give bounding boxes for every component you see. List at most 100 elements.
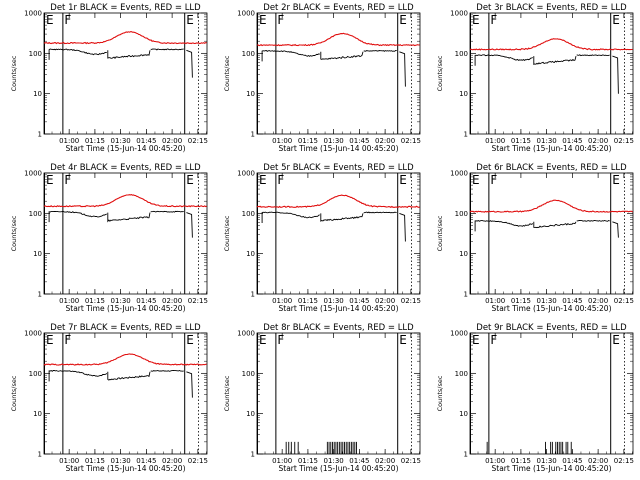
interval-marker-label: F	[64, 173, 71, 187]
x-tick-label: 01:00	[272, 297, 292, 305]
events-series-tail	[399, 212, 406, 242]
y-tick-label: 10	[246, 250, 255, 258]
y-tick-label: 1000	[450, 330, 468, 338]
x-tick-label: 01:15	[298, 297, 318, 305]
x-tick-label: 01:00	[485, 297, 505, 305]
y-tick-label: 100	[455, 370, 468, 378]
y-tick-label: 10	[33, 250, 42, 258]
x-tick-label: 01:00	[485, 457, 505, 465]
interval-marker-label: F	[277, 173, 284, 187]
y-tick-label: 1	[464, 451, 468, 459]
x-tick-label: 01:30	[324, 137, 344, 145]
events-series-line	[320, 51, 364, 60]
x-axis-label: Start Time (15-Jun-14 00:45:20)	[66, 464, 186, 473]
x-tick-label: 01:15	[85, 297, 105, 305]
y-tick-label: 1000	[450, 170, 468, 178]
detector-panel-1: Det 1r BLACK = Events, RED = LLD 1 10 100 10…	[10, 3, 208, 153]
detector-panel-6: Det 6r BLACK = Events, RED = LLD 1 10 100 10…	[436, 163, 634, 313]
y-tick-label: 1000	[24, 10, 42, 18]
x-tick-label: 01:45	[562, 297, 582, 305]
events-series-tail	[186, 212, 193, 238]
interval-marker-label: F	[64, 333, 71, 347]
interval-marker-label: F	[277, 333, 284, 347]
y-axis-label: Counts/sec	[436, 375, 444, 411]
events-series-line	[48, 369, 108, 382]
x-tick-label: 01:00	[272, 457, 292, 465]
interval-marker-label: E	[472, 13, 480, 27]
events-series-line	[320, 213, 364, 222]
x-tick-label: 02:00	[162, 137, 182, 145]
lld-series-line	[469, 38, 633, 51]
plot-frame	[43, 172, 208, 295]
events-series-line	[150, 48, 184, 51]
x-tick-label: 02:15	[401, 297, 421, 305]
x-tick-label: 01:00	[485, 137, 505, 145]
events-series-line	[533, 221, 577, 229]
events-series-line	[48, 48, 107, 60]
y-tick-label: 1	[38, 451, 42, 459]
events-series-line	[363, 211, 397, 214]
interval-marker-label: E	[46, 333, 54, 347]
x-tick-label: 02:15	[188, 137, 208, 145]
y-tick-label: 100	[242, 50, 255, 58]
panel-title: Det 7r BLACK = Events, RED = LLD	[50, 323, 201, 333]
y-tick-label: 1	[464, 291, 468, 299]
y-tick-label: 1000	[450, 10, 468, 18]
x-axis-label: Start Time (15-Jun-14 00:45:20)	[66, 144, 186, 153]
interval-marker-label: E	[612, 173, 620, 187]
x-tick-label: 01:15	[511, 457, 531, 465]
x-axis-label: Start Time (15-Jun-14 00:45:20)	[279, 304, 399, 313]
y-tick-label: 1	[251, 131, 255, 139]
y-tick-label: 1	[38, 291, 42, 299]
x-tick-label: 02:15	[401, 457, 421, 465]
y-axis-label: Counts/sec	[436, 55, 444, 91]
x-tick-label: 01:30	[324, 297, 344, 305]
interval-marker-label: F	[64, 13, 71, 27]
x-tick-label: 02:00	[375, 137, 395, 145]
x-axis-label: Start Time (15-Jun-14 00:45:20)	[492, 464, 612, 473]
detector-panel-3: Det 3r BLACK = Events, RED = LLD 1 10 100 10…	[436, 3, 634, 153]
y-axis-label: Counts/sec	[10, 215, 18, 251]
x-tick-label: 01:45	[562, 457, 582, 465]
x-tick-label: 02:00	[162, 457, 182, 465]
y-tick-label: 1000	[24, 330, 42, 338]
events-series-line	[107, 212, 151, 223]
x-tick-label: 01:15	[85, 137, 105, 145]
x-tick-label: 01:15	[298, 137, 318, 145]
x-tick-label: 01:15	[298, 457, 318, 465]
y-tick-label: 1	[251, 291, 255, 299]
interval-marker-label: F	[277, 13, 284, 27]
x-tick-label: 01:00	[59, 137, 79, 145]
y-tick-label: 1000	[237, 170, 255, 178]
x-tick-label: 02:15	[401, 137, 421, 145]
interval-marker-label: E	[259, 333, 267, 347]
x-axis-label: Start Time (15-Jun-14 00:45:20)	[279, 144, 399, 153]
x-tick-label: 01:30	[111, 457, 131, 465]
interval-marker-label: E	[612, 13, 620, 27]
interval-marker-label: E	[259, 173, 267, 187]
x-axis-label: Start Time (15-Jun-14 00:45:20)	[66, 304, 186, 313]
detector-panel-4: Det 4r BLACK = Events, RED = LLD 1 10 100 10…	[10, 163, 208, 313]
lld-series-line	[256, 194, 420, 209]
events-series-tail	[612, 221, 619, 238]
lld-series-line	[43, 194, 207, 208]
x-tick-label: 01:15	[511, 137, 531, 145]
detector-panel-5: Det 5r BLACK = Events, RED = LLD 1 10 100 10…	[223, 163, 421, 313]
lld-series-line	[469, 199, 634, 213]
x-tick-label: 01:45	[136, 137, 156, 145]
y-axis-label: Counts/sec	[223, 55, 231, 91]
events-series-tail	[399, 51, 406, 87]
x-tick-label: 02:15	[188, 297, 208, 305]
y-tick-label: 1000	[237, 10, 255, 18]
interval-marker-label: F	[490, 333, 497, 347]
x-tick-label: 01:15	[85, 457, 105, 465]
y-tick-label: 10	[459, 250, 468, 258]
y-axis-label: Counts/sec	[223, 215, 231, 251]
y-tick-label: 100	[242, 370, 255, 378]
plot-frame	[256, 12, 421, 135]
interval-marker-label: E	[186, 173, 194, 187]
y-tick-label: 1	[464, 131, 468, 139]
y-tick-label: 100	[242, 210, 255, 218]
interval-marker-label: E	[399, 173, 407, 187]
x-tick-label: 01:00	[59, 297, 79, 305]
